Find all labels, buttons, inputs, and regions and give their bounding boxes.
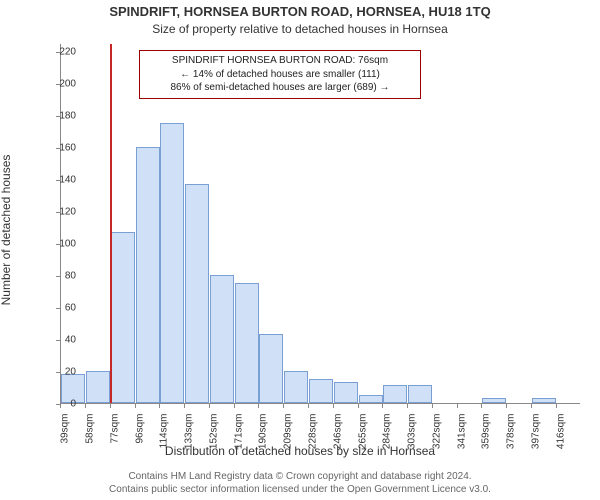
x-tick-mark (258, 404, 259, 408)
y-tick-label: 180 (46, 111, 76, 122)
x-tick-mark (209, 404, 210, 408)
y-tick-label: 100 (46, 239, 76, 250)
annotation-line-2: ← 14% of detached houses are smaller (11… (146, 68, 414, 82)
chart-container: SPINDRIFT, HORNSEA BURTON ROAD, HORNSEA,… (0, 0, 600, 500)
x-tick-mark (159, 404, 160, 408)
x-tick-mark (60, 404, 61, 408)
footer-line-2: Contains public sector information licen… (0, 484, 600, 497)
x-tick-label: 96sqm (134, 414, 145, 444)
x-tick-mark (481, 404, 482, 408)
x-tick-mark (457, 404, 458, 408)
annotation-box: SPINDRIFT HORNSEA BURTON ROAD: 76sqm← 14… (139, 50, 421, 99)
y-tick-label: 40 (46, 335, 76, 346)
histogram-bar (334, 382, 358, 403)
x-tick-mark (110, 404, 111, 408)
annotation-line-3: 86% of semi-detached houses are larger (… (146, 81, 414, 95)
y-tick-mark (56, 340, 60, 341)
y-tick-mark (56, 84, 60, 85)
y-tick-label: 200 (46, 79, 76, 90)
chart-subtitle: Size of property relative to detached ho… (0, 22, 600, 36)
histogram-bar (359, 395, 383, 403)
x-tick-mark (556, 404, 557, 408)
x-tick-mark (308, 404, 309, 408)
histogram-bar (235, 283, 259, 403)
x-tick-mark (234, 404, 235, 408)
x-tick-mark (135, 404, 136, 408)
x-tick-label: 58sqm (85, 414, 96, 444)
y-tick-label: 20 (46, 367, 76, 378)
footer-line-1: Contains HM Land Registry data © Crown c… (0, 471, 600, 484)
histogram-bar (86, 371, 110, 403)
x-tick-mark (85, 404, 86, 408)
y-axis-label: Number of detached houses (0, 79, 13, 230)
x-tick-mark (432, 404, 433, 408)
y-tick-label: 160 (46, 143, 76, 154)
y-tick-mark (56, 116, 60, 117)
reference-line (110, 44, 112, 403)
histogram-bar (185, 184, 209, 403)
x-tick-mark (506, 404, 507, 408)
chart-title: SPINDRIFT, HORNSEA BURTON ROAD, HORNSEA,… (0, 4, 600, 19)
y-tick-mark (56, 180, 60, 181)
histogram-bar (111, 232, 135, 403)
y-tick-label: 120 (46, 207, 76, 218)
histogram-bar (309, 379, 333, 403)
chart-footer: Contains HM Land Registry data © Crown c… (0, 471, 600, 496)
x-tick-mark (531, 404, 532, 408)
histogram-bar (383, 385, 407, 403)
y-tick-label: 80 (46, 271, 76, 282)
x-axis-label: Distribution of detached houses by size … (0, 444, 600, 458)
histogram-bar (160, 123, 184, 403)
y-tick-label: 220 (46, 47, 76, 58)
histogram-bar (284, 371, 308, 403)
histogram-bar (136, 147, 160, 403)
y-tick-mark (56, 52, 60, 53)
y-tick-label: 140 (46, 175, 76, 186)
x-tick-mark (184, 404, 185, 408)
x-tick-label: 77sqm (109, 414, 120, 444)
y-tick-mark (56, 244, 60, 245)
y-tick-mark (56, 276, 60, 277)
histogram-bar (210, 275, 234, 403)
y-tick-mark (56, 212, 60, 213)
x-tick-label: 39sqm (60, 414, 71, 444)
y-tick-mark (56, 308, 60, 309)
x-tick-mark (283, 404, 284, 408)
x-tick-mark (333, 404, 334, 408)
plot-area: SPINDRIFT HORNSEA BURTON ROAD: 76sqm← 14… (60, 44, 580, 404)
y-tick-mark (56, 148, 60, 149)
histogram-bar (482, 398, 506, 403)
x-tick-mark (358, 404, 359, 408)
x-tick-mark (382, 404, 383, 408)
histogram-bar (532, 398, 556, 403)
x-tick-mark (407, 404, 408, 408)
y-tick-label: 60 (46, 303, 76, 314)
histogram-bar (408, 385, 432, 403)
annotation-line-1: SPINDRIFT HORNSEA BURTON ROAD: 76sqm (146, 54, 414, 68)
y-tick-mark (56, 372, 60, 373)
histogram-bar (259, 334, 283, 403)
